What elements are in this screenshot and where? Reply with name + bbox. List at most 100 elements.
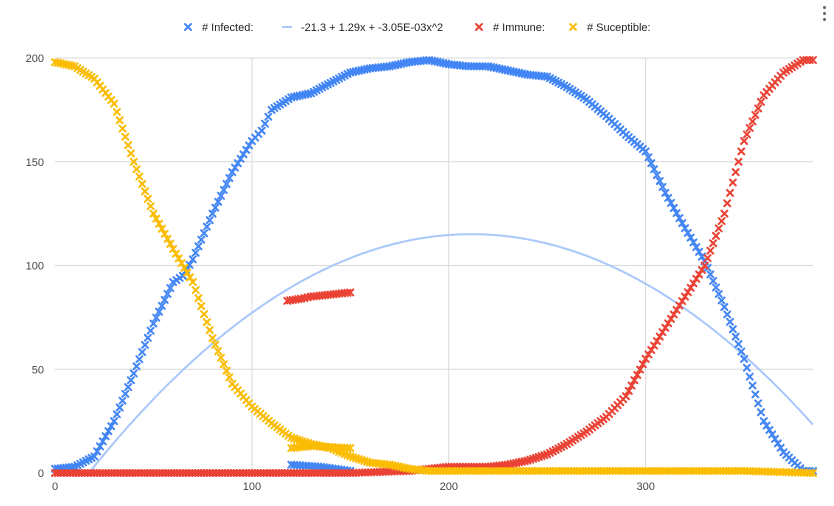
data-point bbox=[261, 119, 270, 128]
data-point bbox=[202, 318, 211, 327]
data-point bbox=[104, 427, 113, 436]
data-point bbox=[236, 154, 245, 163]
y-tick-label: 50 bbox=[32, 364, 44, 376]
data-point bbox=[731, 332, 740, 341]
data-point bbox=[742, 130, 751, 139]
data-point bbox=[135, 172, 144, 181]
legend-item[interactable]: # Suceptible: bbox=[569, 22, 651, 34]
legend-label: -21.3 + 1.29x + -3.05E-03x^2 bbox=[301, 22, 443, 34]
data-point bbox=[124, 383, 133, 392]
data-point bbox=[96, 442, 105, 451]
data-point bbox=[118, 124, 127, 133]
data-point bbox=[762, 421, 771, 430]
data-point bbox=[675, 301, 684, 310]
data-point bbox=[126, 149, 135, 158]
data-point bbox=[669, 203, 678, 212]
data-point bbox=[726, 317, 735, 326]
data-point bbox=[644, 350, 653, 359]
data-point bbox=[107, 422, 116, 431]
legend-item[interactable]: # Infected: bbox=[184, 22, 253, 34]
data-point bbox=[205, 216, 214, 225]
data-point bbox=[771, 434, 780, 443]
data-point bbox=[633, 370, 642, 379]
data-point bbox=[748, 381, 757, 390]
data-point bbox=[652, 171, 661, 180]
data-points bbox=[51, 56, 817, 477]
data-point bbox=[678, 219, 687, 228]
series-suceptible bbox=[51, 58, 817, 477]
data-point bbox=[728, 178, 737, 187]
y-tick-label: 100 bbox=[26, 261, 44, 273]
data-point bbox=[180, 263, 189, 272]
more-options-icon[interactable] bbox=[822, 6, 828, 24]
data-point bbox=[717, 296, 726, 305]
x-tick-label: 200 bbox=[440, 481, 458, 493]
data-point bbox=[219, 185, 228, 194]
data-point bbox=[146, 326, 155, 335]
data-point bbox=[194, 242, 203, 251]
data-point bbox=[636, 365, 645, 374]
data-point bbox=[132, 362, 141, 371]
data-point bbox=[197, 235, 206, 244]
data-point bbox=[641, 147, 650, 156]
data-point bbox=[185, 260, 194, 269]
data-point bbox=[141, 340, 150, 349]
data-point bbox=[155, 307, 164, 316]
data-point bbox=[200, 310, 209, 319]
data-point bbox=[706, 246, 715, 255]
data-point bbox=[652, 337, 661, 346]
data-point bbox=[672, 305, 681, 314]
data-point bbox=[171, 249, 180, 258]
data-point bbox=[233, 159, 242, 168]
data-point bbox=[124, 141, 133, 150]
data-point bbox=[135, 355, 144, 364]
data-point bbox=[720, 303, 729, 311]
data-point bbox=[216, 191, 225, 200]
data-point bbox=[748, 117, 757, 126]
data-point bbox=[745, 123, 754, 132]
data-point bbox=[188, 255, 197, 264]
data-point bbox=[672, 209, 681, 218]
data-point bbox=[129, 157, 138, 166]
data-point bbox=[239, 150, 248, 159]
tick-labels: 0 50 100 150 200 0 100 200 300 bbox=[26, 53, 655, 493]
y-tick-label: 0 bbox=[38, 468, 44, 480]
data-point bbox=[728, 325, 737, 334]
data-point bbox=[751, 390, 760, 399]
legend-x-icon bbox=[475, 23, 483, 31]
data-point bbox=[112, 410, 121, 419]
data-point bbox=[756, 408, 765, 417]
trendline bbox=[89, 233, 814, 472]
legend-item[interactable]: # Immune: bbox=[475, 22, 545, 34]
data-point bbox=[191, 248, 200, 257]
data-point bbox=[143, 333, 152, 342]
data-point bbox=[740, 354, 749, 363]
data-point bbox=[723, 310, 732, 319]
legend-label: # Infected: bbox=[202, 22, 253, 34]
data-point bbox=[686, 283, 695, 292]
legend-label: # Immune: bbox=[493, 22, 545, 34]
data-point bbox=[163, 289, 172, 298]
data-point bbox=[692, 274, 701, 283]
data-point bbox=[346, 444, 355, 453]
data-point bbox=[768, 430, 777, 439]
y-tick-label: 150 bbox=[26, 157, 44, 169]
data-point bbox=[143, 194, 152, 203]
legend-item[interactable]: -21.3 + 1.29x + -3.05E-03x^2 bbox=[282, 22, 443, 34]
data-point bbox=[666, 314, 675, 323]
data-point bbox=[678, 297, 687, 306]
data-point bbox=[754, 104, 763, 113]
data-point bbox=[644, 153, 653, 162]
data-point bbox=[669, 310, 678, 319]
data-point bbox=[160, 229, 169, 238]
data-point bbox=[723, 199, 732, 208]
data-point bbox=[681, 224, 690, 233]
data-point bbox=[214, 197, 223, 206]
data-point bbox=[121, 132, 130, 141]
data-point bbox=[809, 56, 817, 65]
data-point bbox=[188, 278, 197, 287]
legend[interactable]: # Infected: -21.3 + 1.29x + -3.05E-03x^2 #… bbox=[184, 22, 651, 34]
data-point bbox=[155, 219, 164, 228]
data-point bbox=[90, 452, 99, 461]
data-point bbox=[191, 286, 200, 295]
